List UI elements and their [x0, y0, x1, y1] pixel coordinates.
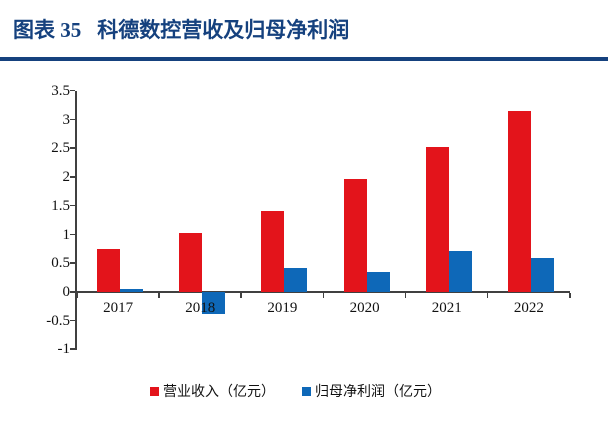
y-tick: [70, 291, 75, 293]
x-tick-label: 2021: [431, 300, 462, 316]
bar-net-profit: [284, 268, 308, 292]
bar-net-profit: [202, 292, 226, 314]
y-tick-label: 2: [62, 169, 71, 186]
legend-swatch-icon: [150, 386, 159, 396]
y-tick: [70, 319, 75, 322]
y-tick: [70, 262, 75, 264]
y-tick-label: -1: [57, 341, 71, 358]
bar-revenue: [261, 211, 285, 292]
header-rule: [0, 57, 608, 61]
x-tick: [404, 293, 407, 298]
bar-revenue: [97, 248, 120, 292]
x-tick: [569, 293, 571, 298]
bar-revenue: [425, 146, 449, 292]
y-tick: [70, 348, 75, 350]
y-tick: [70, 204, 75, 207]
bar-net-profit: [366, 272, 390, 292]
x-tick: [76, 293, 78, 298]
x-tick-label: 2020: [349, 300, 380, 316]
x-tick: [322, 293, 324, 298]
x-tick: [240, 293, 242, 298]
y-tick-label: 1: [62, 226, 71, 243]
y-axis-line: [75, 91, 77, 350]
bar-net-profit: [530, 257, 554, 292]
legend-item: 营业收入（亿元）: [150, 381, 275, 401]
x-tick-label: 2018: [185, 300, 216, 316]
y-tick-label: -0.5: [46, 312, 70, 329]
legend-label: 归母净利润（亿元）: [315, 385, 441, 400]
y-tick-label: 3.5: [51, 82, 70, 99]
y-tick-label: 0.5: [51, 255, 70, 272]
y-tick: [70, 233, 75, 236]
y-tick-label: 1.5: [51, 197, 70, 214]
x-tick-label: 2019: [267, 300, 298, 316]
x-tick-label: 2022: [513, 300, 544, 316]
y-tick-label: 0: [62, 284, 71, 300]
y-tick: [70, 176, 75, 178]
figure-number: 图表 35: [13, 18, 82, 42]
bar-net-profit: [448, 250, 472, 292]
legend-swatch-icon: [302, 386, 311, 396]
y-tick: [70, 89, 75, 92]
x-tick: [158, 293, 160, 298]
legend-item: 归母净利润（亿元）: [302, 381, 441, 401]
y-tick: [70, 147, 75, 149]
x-tick: [486, 293, 489, 298]
bar-revenue: [507, 111, 531, 292]
bar-revenue: [179, 233, 203, 292]
page-title: 科德数控营收及归母净利润: [97, 18, 350, 42]
y-tick-label: 3: [62, 111, 71, 128]
x-tick-label: 2017: [103, 300, 134, 316]
y-tick: [70, 118, 75, 121]
chart-legend: 营业收入（亿元） 归母净利润（亿元）: [150, 381, 441, 401]
y-tick-label: 2.5: [51, 140, 70, 157]
legend-label: 营业收入（亿元）: [163, 385, 275, 400]
x-axis-line: [77, 291, 570, 293]
bar-net-profit: [120, 288, 143, 292]
bar-revenue: [343, 178, 367, 292]
chart-header: 图表 35 科德数控营收及归母净利润: [13, 14, 603, 48]
